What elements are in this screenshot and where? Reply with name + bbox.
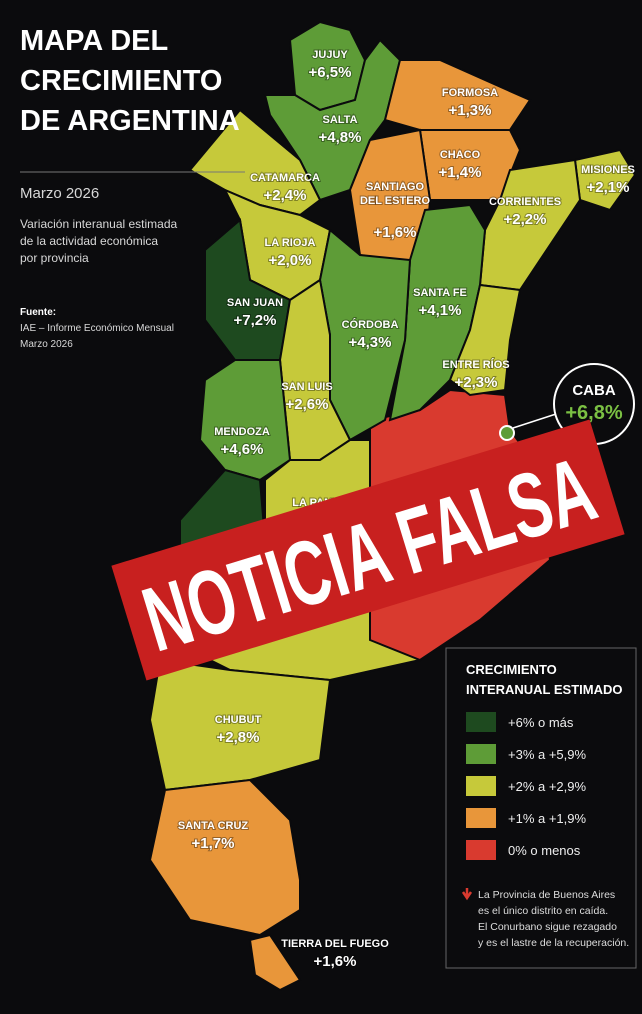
province-value: +2,3% (455, 374, 498, 391)
subtitle: Variación interanual estimada (20, 217, 178, 231)
province-name: FORMOSA (442, 87, 498, 99)
stamp-band (111, 419, 625, 681)
province-name: DEL ESTERO (360, 195, 431, 207)
subtitle: de la actividad económica (20, 234, 158, 248)
province-value: +2,0% (269, 252, 312, 269)
province-name: CORRIENTES (489, 196, 561, 208)
legend-note: y es el lastre de la recuperación. (478, 937, 629, 949)
province-shape (148, 778, 301, 937)
date: Marzo 2026 (20, 185, 99, 202)
province-name: SAN JUAN (227, 297, 283, 309)
title: DE ARGENTINA (20, 105, 240, 137)
legend-title: INTERANUAL ESTIMADO (466, 682, 622, 697)
province-name: CHUBUT (215, 714, 262, 726)
province-value: +4,1% (419, 302, 462, 319)
province-name: SALTA (322, 114, 357, 126)
caba-value: +6,8% (565, 402, 622, 424)
province-shape (448, 283, 522, 397)
province-name: SANTA FE (413, 287, 467, 299)
legend-swatch (466, 712, 496, 732)
province-shape (148, 658, 332, 792)
legend-note: es el único distrito en caída. (478, 905, 608, 917)
source: Marzo 2026 (20, 339, 73, 350)
legend-swatch (466, 840, 496, 860)
province-value: +2,1% (587, 179, 630, 196)
province-name: SANTA CRUZ (178, 820, 249, 832)
caba-marker (499, 425, 515, 441)
legend: CRECIMIENTO INTERANUAL ESTIMADO +6% o má… (445, 647, 637, 969)
province-shape (248, 933, 302, 992)
province-labels: JUJUY +6,5% SALTA +4,8% FORMOSA +1,3% CHACO +1,… (177, 48, 636, 971)
province-name: SAN LUIS (281, 381, 332, 393)
province-name: JUJUY (312, 49, 348, 61)
legend-label: +6% o más (508, 715, 574, 730)
caba-connector (512, 413, 557, 429)
province-value: +1,6% (314, 953, 357, 970)
note-arrow (461, 888, 473, 901)
province-value: +6,5% (309, 64, 352, 81)
legend-label: +2% a +2,9% (508, 779, 586, 794)
province-value: +4,8% (319, 129, 362, 146)
province-name: ENTRE RÍOS (442, 358, 509, 371)
legend-note: El Conurbano sigue rezagado (478, 921, 617, 933)
subtitle: por provincia (20, 251, 89, 265)
province-value: +2,4% (264, 187, 307, 204)
province-value: +2,2% (504, 211, 547, 228)
province-name: TIERRA DEL FUEGO (281, 938, 389, 950)
province-value: +1,7% (192, 835, 235, 852)
province-name: MENDOZA (214, 426, 270, 438)
legend-swatch (466, 744, 496, 764)
province-name: SANTIAGO (366, 181, 425, 193)
province-name: CÓRDOBA (342, 318, 399, 331)
province-value: +2,6% (286, 396, 329, 413)
province-value: +1,3% (449, 102, 492, 119)
province-name: CATAMARCA (250, 172, 320, 184)
province-value: +1,6% (374, 224, 417, 241)
legend-swatch (466, 776, 496, 796)
province-value: +1,4% (439, 164, 482, 181)
source: IAE – Informe Económico Mensual (20, 323, 174, 334)
province-value: +4,6% (221, 441, 264, 458)
province-value: +2,8% (217, 729, 260, 746)
province-name: LA RIOJA (265, 237, 316, 249)
province-name: MISIONES (581, 164, 635, 176)
caba-name: CABA (572, 382, 615, 399)
title: MAPA DEL (20, 25, 168, 57)
legend-note: La Provincia de Buenos Aires (478, 889, 615, 901)
source-label: Fuente: (20, 307, 56, 318)
province-value: +7,2% (234, 312, 277, 329)
province-value: +4,3% (349, 334, 392, 351)
title: CRECIMIENTO (20, 65, 222, 97)
legend-label: +3% a +5,9% (508, 747, 586, 762)
legend-swatch (466, 808, 496, 828)
province-name: CHACO (440, 149, 481, 161)
legend-label: 0% o menos (508, 843, 581, 858)
legend-title: CRECIMIENTO (466, 662, 557, 677)
legend-label: +1% a +1,9% (508, 811, 586, 826)
